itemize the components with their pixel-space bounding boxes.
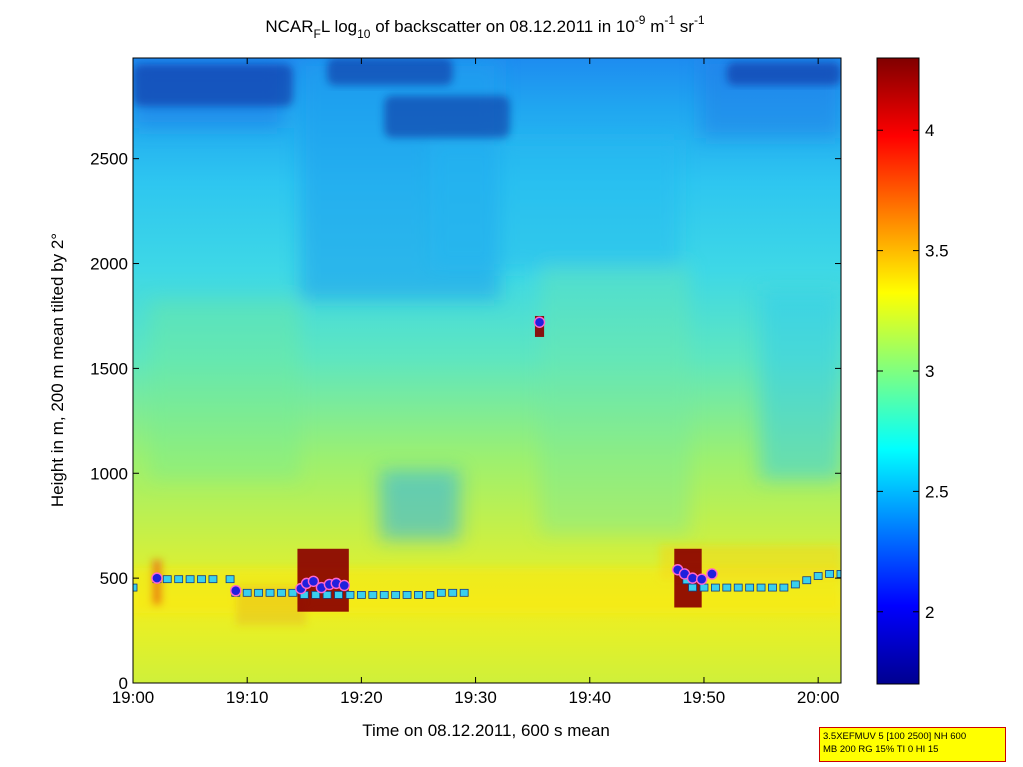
series-0-point-43 xyxy=(825,570,834,578)
series-0-point-42 xyxy=(813,572,823,580)
series-0-point-39 xyxy=(779,583,789,592)
series-1-point-13 xyxy=(695,573,708,585)
dark-patch-3 xyxy=(726,62,841,86)
center-green-region xyxy=(540,265,690,535)
heatmap-plot-area xyxy=(133,58,841,683)
series-0-point-4 xyxy=(185,575,195,584)
dark-patch-0 xyxy=(384,95,510,138)
series-0-point-37 xyxy=(756,583,766,592)
series-1-point-1 xyxy=(230,585,242,597)
series-0-point-33 xyxy=(710,583,720,592)
series-0-point-16 xyxy=(322,591,332,599)
series-0-point-32 xyxy=(699,583,709,592)
series-0-point-3 xyxy=(174,575,184,584)
series-0-point-7 xyxy=(225,575,235,584)
mid-upper-blue-region xyxy=(430,140,680,270)
series-1-point-12 xyxy=(686,572,699,584)
x-tick-label-2: 19:20 xyxy=(340,688,383,707)
colorbar-tick-label-0: 2 xyxy=(925,603,934,622)
dark-patch-1 xyxy=(327,58,453,86)
y-tick-label-0: 0 xyxy=(119,674,128,693)
series-0-point-31 xyxy=(688,583,697,592)
y-tick-label-1: 500 xyxy=(100,569,128,588)
series-0-point-10 xyxy=(254,588,264,597)
x-tick-label-4: 19:40 xyxy=(569,688,612,707)
plot-frame xyxy=(132,57,842,684)
series-0-point-13 xyxy=(288,588,298,597)
y-tick-label-5: 2500 xyxy=(90,150,128,169)
series-0-point-38 xyxy=(768,583,777,592)
series-0-point-15 xyxy=(311,591,321,599)
series-0-point-5 xyxy=(197,575,206,584)
series-0-point-20 xyxy=(368,591,378,599)
series-0-point-40 xyxy=(790,580,800,589)
series-1-point-4 xyxy=(307,575,320,587)
colorbar xyxy=(876,57,920,685)
chart-title: NCARFL log10 of backscatter on 08.12.201… xyxy=(265,13,705,41)
cloud-top-series xyxy=(151,316,718,597)
x-tick-label-0: 19:00 xyxy=(112,688,155,707)
y-tick-label-2: 1000 xyxy=(90,464,128,483)
series-0-point-0 xyxy=(133,583,138,592)
series-0-point-24 xyxy=(414,591,423,599)
x-tick-label-5: 19:50 xyxy=(683,688,726,707)
series-0-point-23 xyxy=(402,591,412,599)
colorbar-tick-label-3: 3.5 xyxy=(925,242,949,261)
dark-patch-2 xyxy=(133,64,293,107)
x-tick-label-3: 19:30 xyxy=(454,688,497,707)
x-tick-label-6: 20:00 xyxy=(797,688,840,707)
colorbar-tick-label-1: 2.5 xyxy=(925,482,949,501)
series-0-point-19 xyxy=(356,591,366,599)
info-box-line-2: MB 200 RG 15% TI 0 HI 15 xyxy=(823,744,939,755)
x-axis-label: Time on 08.12.2011, 600 s mean xyxy=(362,721,610,740)
series-0-point-25 xyxy=(425,591,435,599)
series-0-point-28 xyxy=(459,588,469,597)
right-cyan-region xyxy=(760,290,841,480)
info-box: 3.5XEFMUV 5 [100 2500] NH 600 MB 200 RG … xyxy=(819,727,1006,762)
series-0-point-6 xyxy=(208,575,218,584)
series-0-point-41 xyxy=(802,576,812,585)
info-box-line-1: 3.5XEFMUV 5 [100 2500] NH 600 xyxy=(823,731,967,742)
series-0-point-35 xyxy=(733,583,743,592)
series-1-point-9 xyxy=(533,316,546,328)
series-0-point-17 xyxy=(334,591,343,599)
colorbar-tick-label-2: 3 xyxy=(925,362,934,381)
dark-patches-group xyxy=(133,58,841,138)
y-axis: 0 500 1000 1500 2000 2500 xyxy=(90,150,841,693)
series-1-point-8 xyxy=(338,579,350,592)
colorbar-tick-label-4: 4 xyxy=(925,121,934,140)
series-0-point-44 xyxy=(836,570,841,578)
x-tick-label-1: 19:10 xyxy=(226,688,269,707)
mid-blue-patch xyxy=(380,470,460,540)
x-axis: 19:00 19:10 19:20 19:30 19:40 19:50 20:00 xyxy=(112,58,840,707)
series-0-point-34 xyxy=(722,583,732,592)
y-tick-label-3: 1500 xyxy=(90,359,128,378)
cloud-base-series xyxy=(133,567,841,599)
series-0-point-18 xyxy=(345,591,355,599)
series-0-point-2 xyxy=(162,575,172,584)
series-0-point-9 xyxy=(242,588,252,597)
y-tick-label-4: 2000 xyxy=(90,255,128,274)
series-0-point-22 xyxy=(391,591,401,599)
series-0-point-27 xyxy=(448,588,458,597)
series-0-point-21 xyxy=(379,591,389,599)
series-0-point-36 xyxy=(745,583,755,592)
series-1-point-0 xyxy=(151,572,163,584)
series-0-point-12 xyxy=(277,588,286,597)
left-green-region xyxy=(150,300,300,480)
y-axis-label: Height in m, 200 m mean tilted by 2° xyxy=(48,233,67,507)
series-0-point-26 xyxy=(436,588,446,597)
series-1-point-14 xyxy=(706,568,718,580)
series-0-point-11 xyxy=(265,588,275,597)
colorbar-axis: 2 2.5 3 3.5 4 xyxy=(877,121,949,622)
